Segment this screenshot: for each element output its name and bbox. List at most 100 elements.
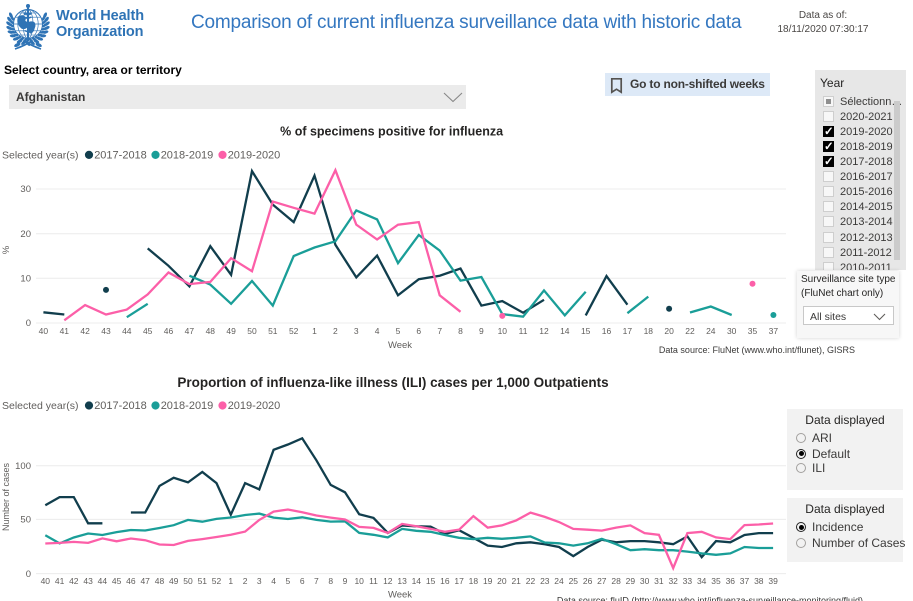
svg-text:49: 49 bbox=[169, 576, 179, 586]
svg-text:24: 24 bbox=[554, 576, 564, 586]
svg-text:50: 50 bbox=[247, 326, 257, 336]
svg-text:38: 38 bbox=[754, 576, 764, 586]
svg-text:0: 0 bbox=[26, 569, 31, 580]
svg-text:35: 35 bbox=[748, 326, 758, 336]
svg-text:8: 8 bbox=[328, 576, 333, 586]
svg-text:48: 48 bbox=[206, 326, 216, 336]
svg-text:52: 52 bbox=[289, 326, 299, 336]
svg-text:44: 44 bbox=[122, 326, 132, 336]
svg-text:8: 8 bbox=[458, 326, 463, 336]
svg-text:33: 33 bbox=[683, 576, 693, 586]
svg-text:43: 43 bbox=[101, 326, 111, 336]
svg-text:30: 30 bbox=[20, 184, 31, 195]
svg-text:Selected year(s): Selected year(s) bbox=[2, 400, 78, 412]
svg-text:Selected year(s): Selected year(s) bbox=[2, 150, 78, 162]
svg-text:19: 19 bbox=[483, 576, 493, 586]
svg-text:4: 4 bbox=[271, 576, 276, 586]
svg-text:2019-2020: 2019-2020 bbox=[228, 400, 281, 412]
svg-text:30: 30 bbox=[727, 326, 737, 336]
svg-text:9: 9 bbox=[343, 576, 348, 586]
svg-text:41: 41 bbox=[60, 326, 70, 336]
svg-text:17: 17 bbox=[454, 576, 464, 586]
svg-text:16: 16 bbox=[440, 576, 450, 586]
svg-text:13: 13 bbox=[397, 576, 407, 586]
svg-text:Week: Week bbox=[388, 590, 412, 601]
svg-text:11: 11 bbox=[369, 576, 378, 586]
svg-text:18: 18 bbox=[644, 326, 654, 336]
svg-text:11: 11 bbox=[519, 326, 528, 336]
svg-text:10: 10 bbox=[354, 576, 364, 586]
svg-text:5: 5 bbox=[286, 576, 291, 586]
svg-text:32: 32 bbox=[668, 576, 678, 586]
svg-text:27: 27 bbox=[597, 576, 607, 586]
svg-text:2: 2 bbox=[333, 326, 338, 336]
svg-text:51: 51 bbox=[268, 326, 278, 336]
svg-text:50: 50 bbox=[20, 515, 31, 526]
svg-text:35: 35 bbox=[711, 576, 721, 586]
svg-text:45: 45 bbox=[112, 576, 122, 586]
svg-text:3: 3 bbox=[354, 326, 359, 336]
svg-text:37: 37 bbox=[769, 326, 779, 336]
svg-text:Data source: fluID (http://www: Data source: fluID (http://www.who.int/i… bbox=[557, 596, 863, 601]
svg-text:23: 23 bbox=[540, 576, 550, 586]
svg-text:Week: Week bbox=[388, 340, 412, 351]
svg-text:7: 7 bbox=[314, 576, 319, 586]
svg-text:44: 44 bbox=[98, 576, 108, 586]
svg-text:24: 24 bbox=[706, 326, 716, 336]
svg-text:17: 17 bbox=[623, 326, 633, 336]
svg-text:5: 5 bbox=[396, 326, 401, 336]
svg-text:37: 37 bbox=[740, 576, 750, 586]
svg-text:29: 29 bbox=[626, 576, 636, 586]
svg-text:26: 26 bbox=[583, 576, 593, 586]
svg-text:6: 6 bbox=[416, 326, 421, 336]
svg-text:39: 39 bbox=[768, 576, 778, 586]
svg-text:10: 10 bbox=[20, 274, 31, 285]
svg-text:2017-2018: 2017-2018 bbox=[94, 150, 147, 162]
svg-text:% of specimens positive for in: % of specimens positive for influenza bbox=[280, 125, 504, 139]
svg-text:1: 1 bbox=[228, 576, 233, 586]
svg-text:12: 12 bbox=[539, 326, 549, 336]
svg-text:12: 12 bbox=[383, 576, 393, 586]
svg-text:41: 41 bbox=[55, 576, 65, 586]
svg-text:3: 3 bbox=[257, 576, 262, 586]
svg-text:40: 40 bbox=[41, 576, 51, 586]
svg-text:2018-2019: 2018-2019 bbox=[161, 150, 214, 162]
svg-text:Proportion of influenza-like i: Proportion of influenza-like illness (IL… bbox=[177, 375, 608, 390]
svg-text:50: 50 bbox=[183, 576, 193, 586]
svg-text:31: 31 bbox=[654, 576, 664, 586]
svg-text:49: 49 bbox=[226, 326, 236, 336]
svg-text:16: 16 bbox=[602, 326, 612, 336]
svg-text:22: 22 bbox=[685, 326, 695, 336]
svg-text:52: 52 bbox=[212, 576, 222, 586]
svg-text:2019-2020: 2019-2020 bbox=[228, 150, 281, 162]
svg-text:6: 6 bbox=[300, 576, 305, 586]
svg-text:14: 14 bbox=[412, 576, 422, 586]
svg-text:47: 47 bbox=[140, 576, 150, 586]
svg-text:7: 7 bbox=[437, 326, 442, 336]
svg-text:28: 28 bbox=[611, 576, 621, 586]
svg-text:36: 36 bbox=[726, 576, 736, 586]
svg-text:0: 0 bbox=[26, 318, 31, 329]
svg-text:46: 46 bbox=[126, 576, 136, 586]
svg-text:Data source: FluNet (www.who.i: Data source: FluNet (www.who.int/flunet)… bbox=[659, 345, 855, 355]
svg-text:2: 2 bbox=[243, 576, 248, 586]
svg-text:%: % bbox=[1, 245, 12, 254]
svg-text:10: 10 bbox=[498, 326, 508, 336]
svg-text:15: 15 bbox=[426, 576, 436, 586]
svg-text:4: 4 bbox=[375, 326, 380, 336]
svg-text:42: 42 bbox=[80, 326, 90, 336]
svg-text:42: 42 bbox=[69, 576, 79, 586]
svg-text:14: 14 bbox=[560, 326, 570, 336]
svg-text:2017-2018: 2017-2018 bbox=[94, 400, 147, 412]
svg-text:1: 1 bbox=[312, 326, 317, 336]
svg-text:51: 51 bbox=[198, 576, 208, 586]
svg-text:22: 22 bbox=[526, 576, 536, 586]
svg-text:47: 47 bbox=[185, 326, 195, 336]
svg-text:Number of cases: Number of cases bbox=[1, 462, 11, 531]
svg-text:20: 20 bbox=[20, 229, 31, 240]
svg-text:25: 25 bbox=[569, 576, 579, 586]
svg-text:45: 45 bbox=[143, 326, 153, 336]
svg-text:46: 46 bbox=[164, 326, 174, 336]
svg-text:20: 20 bbox=[497, 576, 507, 586]
svg-text:30: 30 bbox=[640, 576, 650, 586]
